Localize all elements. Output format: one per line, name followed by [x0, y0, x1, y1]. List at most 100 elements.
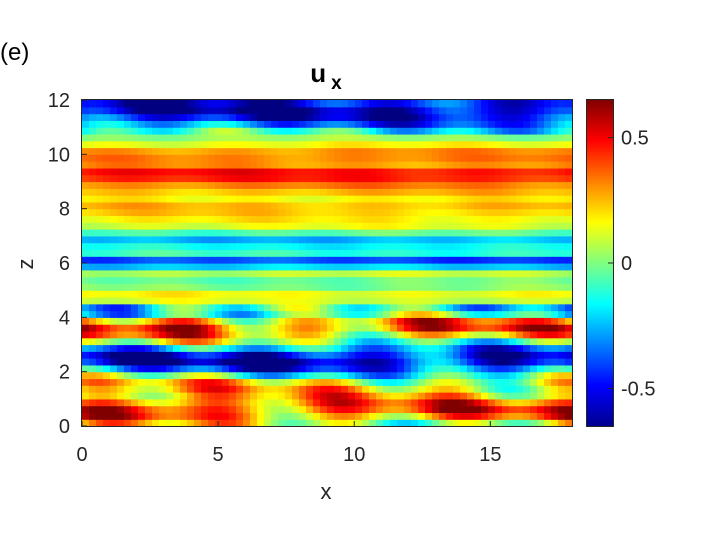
heatmap-cell — [376, 222, 384, 230]
heatmap-cell — [481, 290, 489, 298]
heatmap-cell — [411, 378, 419, 386]
heatmap-cell — [390, 113, 398, 121]
heatmap-cell — [425, 385, 433, 393]
heatmap-cell — [222, 147, 230, 155]
heatmap-cell — [82, 174, 90, 183]
heatmap-cell — [313, 310, 321, 318]
heatmap-cell — [306, 222, 314, 230]
heatmap-cell — [292, 303, 300, 312]
heatmap-cell — [530, 330, 538, 339]
heatmap-cell — [537, 276, 545, 284]
heatmap-cell — [558, 385, 566, 393]
heatmap-cell — [509, 188, 517, 196]
heatmap-cell — [495, 174, 503, 183]
heatmap-cell — [327, 371, 335, 380]
heatmap-cell — [124, 127, 132, 135]
heatmap-cell — [516, 249, 524, 257]
heatmap-cell — [565, 330, 573, 339]
heatmap-cell — [285, 310, 293, 318]
heatmap-cell — [425, 290, 433, 298]
heatmap-cell — [348, 106, 356, 115]
heatmap-cell — [96, 242, 104, 251]
heatmap-cell — [460, 133, 468, 142]
heatmap-cell — [481, 147, 489, 155]
heatmap-cell — [376, 127, 384, 135]
heatmap-cell — [383, 351, 391, 359]
heatmap-cell — [418, 235, 426, 244]
heatmap-cell — [82, 215, 90, 223]
heatmap-cell — [306, 235, 314, 244]
heatmap-cell — [152, 181, 160, 189]
heatmap-cell — [341, 188, 349, 196]
heatmap-cell — [110, 242, 118, 251]
heatmap-cell — [383, 242, 391, 251]
heatmap-cell — [215, 371, 223, 380]
heatmap-cell — [467, 100, 475, 108]
heatmap-cell — [355, 188, 363, 196]
heatmap-cell — [327, 290, 335, 298]
heatmap-cell — [208, 392, 216, 400]
heatmap-cell — [194, 371, 202, 380]
heatmap-cell — [537, 419, 545, 427]
heatmap-cell — [208, 364, 216, 373]
heatmap-cell — [110, 263, 118, 271]
heatmap-cell — [418, 269, 426, 278]
heatmap-cell — [355, 229, 363, 237]
heatmap-cell — [236, 195, 244, 203]
heatmap-cell — [320, 351, 328, 359]
heatmap-cell — [271, 113, 279, 121]
heatmap-cell — [362, 181, 370, 189]
heatmap-cell — [390, 283, 398, 291]
heatmap-cell — [313, 120, 321, 128]
heatmap-cell — [138, 351, 146, 359]
heatmap-cell — [201, 371, 209, 380]
heatmap-cell — [516, 337, 524, 346]
heatmap-cell — [460, 310, 468, 318]
heatmap-cell — [348, 195, 356, 203]
heatmap-cell — [390, 140, 398, 149]
heatmap-cell — [467, 303, 475, 312]
heatmap-cell — [96, 303, 104, 312]
heatmap-cell — [516, 106, 524, 115]
heatmap-cell — [327, 113, 335, 121]
heatmap-cell — [516, 242, 524, 251]
heatmap-cell — [446, 201, 454, 210]
heatmap-cell — [271, 378, 279, 386]
heatmap-cell — [229, 106, 237, 115]
heatmap-cell — [362, 344, 370, 352]
heatmap-cell — [467, 392, 475, 400]
heatmap-cell — [194, 229, 202, 237]
heatmap-cell — [537, 317, 545, 325]
heatmap-cell — [187, 269, 195, 278]
heatmap-cell — [334, 201, 342, 210]
heatmap-cell — [495, 344, 503, 352]
heatmap-cell — [306, 113, 314, 121]
heatmap-cell — [495, 167, 503, 176]
heatmap-cell — [411, 256, 419, 264]
heatmap-cell — [243, 235, 251, 244]
heatmap-cell — [138, 371, 146, 380]
heatmap-cell — [488, 147, 496, 155]
heatmap-cell — [278, 364, 286, 373]
heatmap-cell — [306, 181, 314, 189]
heatmap-cell — [327, 385, 335, 393]
heatmap-cell — [404, 195, 412, 203]
heatmap-cell — [306, 106, 314, 115]
heatmap-cell — [558, 317, 566, 325]
heatmap-cell — [236, 167, 244, 176]
heatmap-cell — [516, 215, 524, 223]
heatmap-cell — [131, 296, 139, 305]
heatmap-cell — [432, 303, 440, 312]
heatmap-cell — [306, 310, 314, 318]
heatmap-cell — [159, 283, 167, 291]
heatmap-cell — [467, 229, 475, 237]
heatmap-cell — [439, 296, 447, 305]
heatmap-cell — [117, 140, 125, 149]
heatmap-cell — [334, 283, 342, 291]
heatmap-cell — [327, 405, 335, 414]
heatmap-cell — [551, 120, 559, 128]
heatmap-cell — [467, 269, 475, 278]
heatmap-cell — [341, 317, 349, 325]
heatmap-cell — [110, 195, 118, 203]
heatmap-cell — [495, 229, 503, 237]
